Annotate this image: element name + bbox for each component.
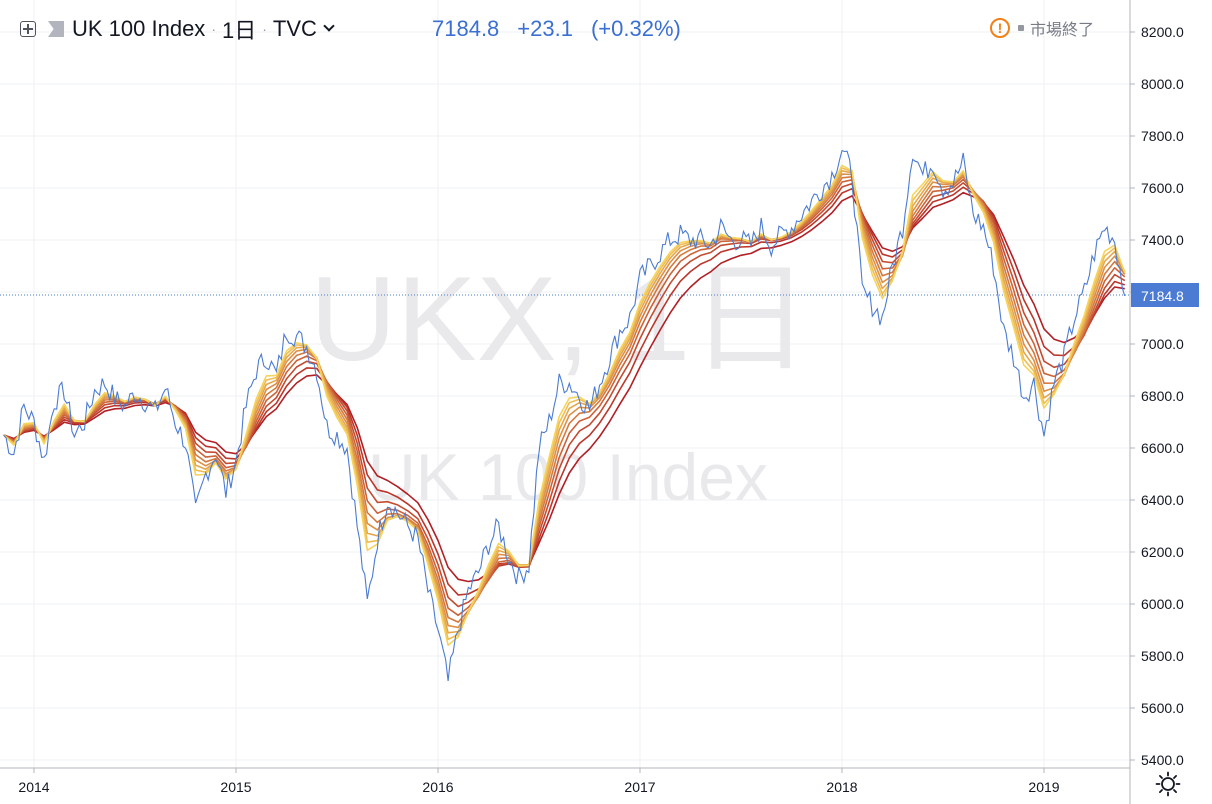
last-price-label: 7184.8 [1131, 283, 1199, 307]
price-readout: 7184.8 +23.1 (+0.32%) [432, 14, 681, 44]
ema-line [3, 182, 1126, 608]
x-tick-label: 2018 [826, 779, 857, 795]
settings-gear-icon[interactable] [1155, 771, 1181, 797]
y-tick-label: 6200.0 [1141, 544, 1184, 560]
y-tick-label: 5400.0 [1141, 752, 1184, 768]
flag-icon[interactable] [48, 21, 64, 37]
separator-dot: · [262, 21, 267, 37]
symbol-name[interactable]: UK 100 Index [72, 16, 206, 41]
ema-line [3, 164, 1126, 646]
separator-dot: · [211, 21, 216, 37]
y-tick-label: 5600.0 [1141, 700, 1184, 716]
price-series [3, 149, 1126, 681]
price-axis[interactable]: 5400.0 5600.0 5800.0 6000.0 6200.0 6400.0 6600… [1130, 24, 1184, 768]
x-tick-label: 2019 [1028, 779, 1059, 795]
y-tick-label: 6400.0 [1141, 492, 1184, 508]
add-symbol-icon[interactable] [20, 21, 36, 37]
chart-grid [0, 0, 1130, 768]
x-tick-label: 2017 [624, 779, 655, 795]
interval-label[interactable]: 1日 [221, 18, 257, 43]
ema-line [3, 178, 1126, 617]
source-label[interactable]: TVC [272, 16, 317, 41]
price-line [3, 149, 1126, 681]
market-status[interactable]: ! 市場終了 [990, 16, 1094, 40]
ema-line [3, 173, 1126, 629]
status-dot-icon [1018, 25, 1024, 31]
market-status-label: 市場終了 [1030, 22, 1095, 39]
price-change: +23.1 [517, 16, 573, 41]
x-tick-label: 2014 [18, 779, 49, 795]
chart-watermark: UKX, 1日 UK 100 Index [310, 252, 810, 514]
y-tick-label: 7600.0 [1141, 180, 1184, 196]
price-change-percent: (+0.32%) [590, 16, 681, 41]
y-tick-label: 7400.0 [1141, 232, 1184, 248]
ema-ribbon [3, 164, 1126, 646]
watermark-symbol: UKX, 1日 [310, 252, 810, 386]
y-tick-label: 5800.0 [1141, 648, 1184, 664]
ema-line [3, 191, 1125, 583]
time-axis[interactable]: 2014 2015 2016 2017 2018 2019 [18, 768, 1060, 795]
ema-line [3, 186, 1126, 596]
y-tick-label: 8000.0 [1141, 76, 1184, 92]
y-tick-label: 6600.0 [1141, 440, 1184, 456]
last-price: 7184.8 [432, 16, 500, 41]
y-tick-label: 7000.0 [1141, 336, 1184, 352]
y-tick-label: 6000.0 [1141, 596, 1184, 612]
ema-line [3, 176, 1126, 623]
x-tick-label: 2015 [220, 779, 251, 795]
symbol-header: UK 100 Index · 1日 · TVC [0, 14, 335, 44]
y-tick-label: 6800.0 [1141, 388, 1184, 404]
warning-icon[interactable]: ! [990, 18, 1010, 38]
y-tick-label: 8200.0 [1141, 24, 1184, 40]
x-tick-label: 2016 [422, 779, 453, 795]
svg-text:7184.8: 7184.8 [1141, 288, 1184, 304]
y-tick-label: 7800.0 [1141, 128, 1184, 144]
chevron-down-icon[interactable] [323, 20, 335, 32]
